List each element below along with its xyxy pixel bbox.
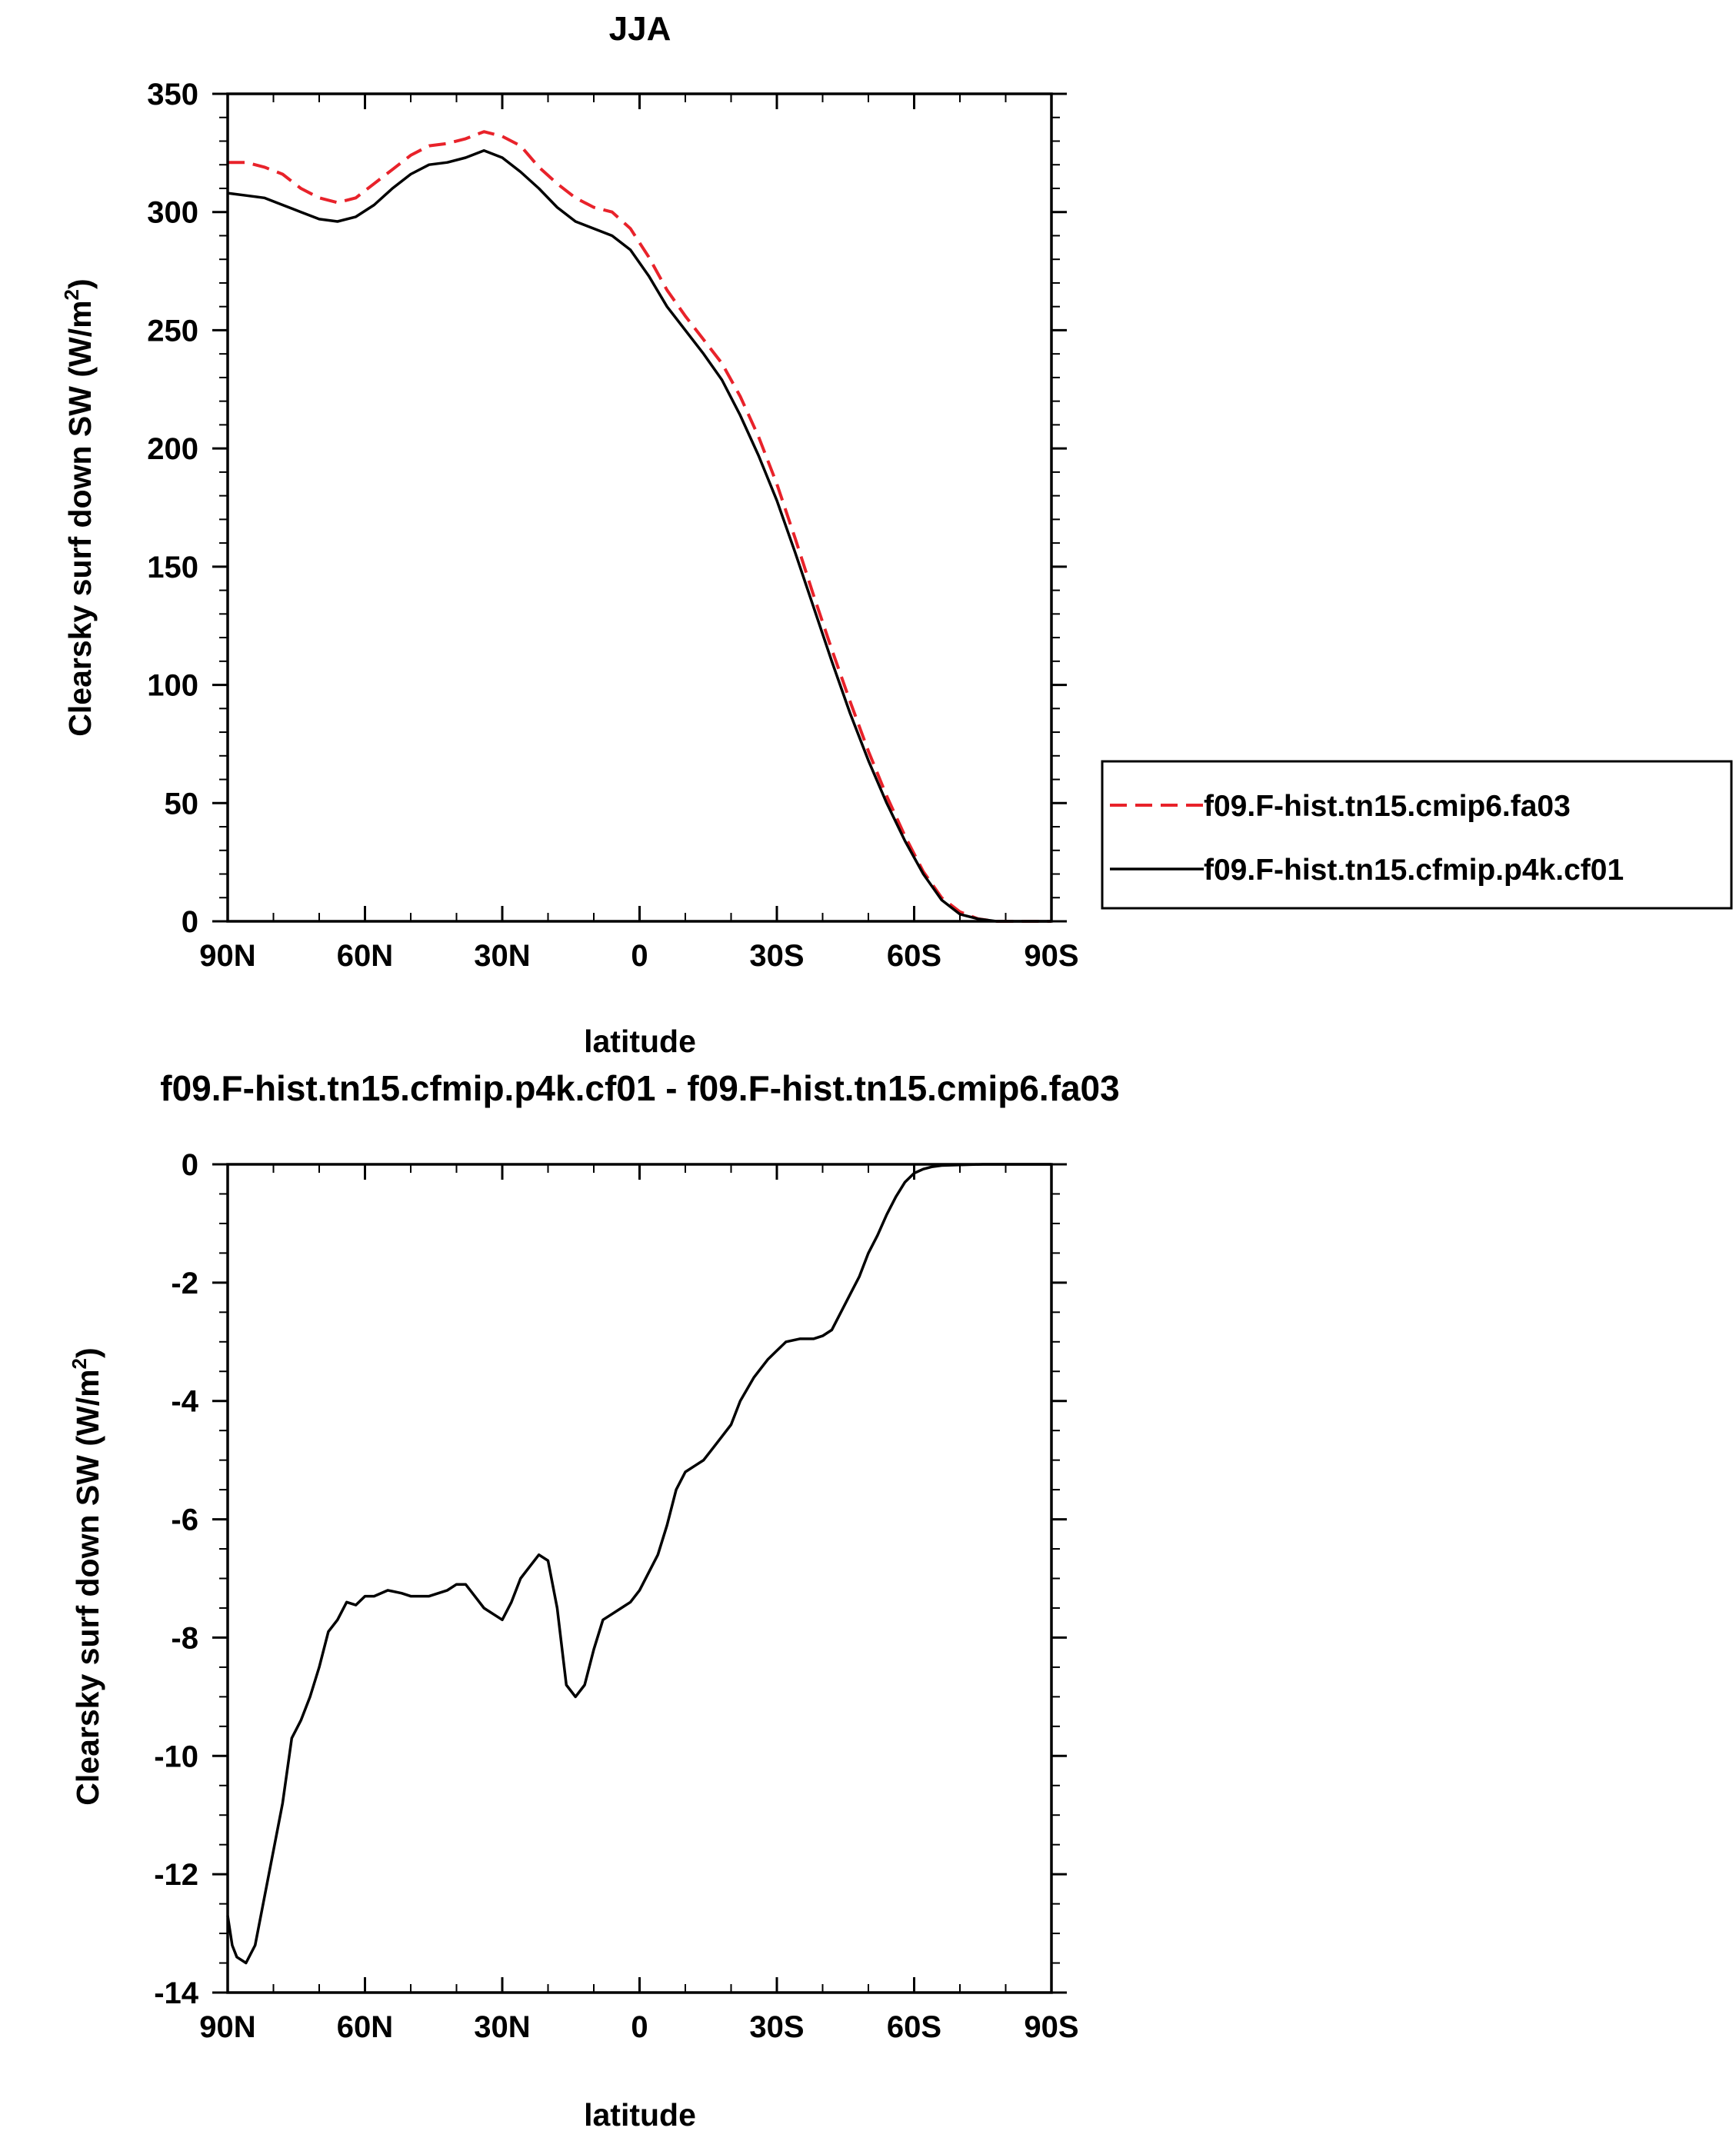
bottom-y-axis-label: Clearsky surf down SW (W/m2) <box>68 1347 105 1805</box>
bottom-xtick-label: 60S <box>887 2010 941 2044</box>
bottom-x-axis-label: latitude <box>584 2097 696 2131</box>
top-xtick-label: 60S <box>887 939 941 973</box>
bottom-xtick-label: 30N <box>474 2010 530 2044</box>
top-x-axis-label: latitude <box>584 1024 696 1059</box>
bottom-ytick-label: -4 <box>171 1385 198 1419</box>
bottom-series <box>226 1163 1051 1965</box>
bottom-chart-title: f09.F-hist.tn15.cfmip.p4k.cf01 - f09.F-h… <box>160 1068 1119 1108</box>
top-ytick-label: 150 <box>147 551 198 584</box>
bottom-xtick-label: 30S <box>749 2010 804 2044</box>
bottom-panel: f09.F-hist.tn15.cfmip.p4k.cf01 - f09.F-h… <box>68 1068 1120 2131</box>
top-xtick-label: 30S <box>749 939 804 973</box>
top-panel: JJA 90N 60N 30N 0 30S 60S 90S 0 50 100 150 200 250 30… <box>60 10 1079 1059</box>
top-xtick-label: 90N <box>199 939 255 973</box>
top-series-line-cmip6 <box>228 130 1051 923</box>
bottom-xtick-label: 90N <box>199 2010 255 2044</box>
bottom-ytick-label: -8 <box>171 1621 198 1655</box>
top-series-line-cfmip <box>227 149 1051 923</box>
bottom-tick-labels: 90N 60N 30N 0 30S 60S 90S 0 -2 -4 -6 -8 -10 -12 -14 <box>154 1148 1078 2044</box>
top-ytick-label: 300 <box>147 196 198 230</box>
bottom-ytick-label: -12 <box>154 1858 198 1892</box>
top-xtick-label: 30N <box>474 939 530 973</box>
bottom-series-line-difference <box>226 1163 1051 1965</box>
top-xtick-label: 60N <box>337 939 393 973</box>
bottom-y-axis-label-end: ) <box>70 1347 105 1358</box>
bottom-ytick-label: -10 <box>154 1740 198 1773</box>
top-ticks <box>212 92 1067 923</box>
legend: f09.F-hist.tn15.cmip6.fa03 f09.F-hist.tn… <box>1101 760 1733 910</box>
bottom-xtick-label: 60N <box>337 2010 393 2044</box>
bottom-ytick-label: 0 <box>182 1148 198 1182</box>
bottom-ytick-label: -2 <box>171 1267 198 1300</box>
legend-label-cmip6: f09.F-hist.tn15.cmip6.fa03 <box>1204 790 1571 823</box>
bottom-ytick-label: -14 <box>154 1976 199 2010</box>
bottom-ticks <box>212 1163 1067 1994</box>
bottom-xtick-label: 90S <box>1024 2010 1078 2044</box>
top-tick-labels: 90N 60N 30N 0 30S 60S 90S 0 50 100 150 200 250 300 350 <box>147 78 1078 973</box>
bottom-y-axis-label-main: Clearsky surf down SW (W/m <box>70 1369 105 1805</box>
top-series <box>227 130 1051 923</box>
top-ytick-label: 100 <box>147 669 198 703</box>
top-y-axis-label-main: Clearsky surf down SW (W/m <box>62 300 98 736</box>
top-plot-frame <box>226 92 1053 923</box>
top-y-axis-label-end: ) <box>62 278 98 289</box>
legend-box <box>1101 760 1733 910</box>
legend-label-cfmip: f09.F-hist.tn15.cfmip.p4k.cf01 <box>1204 854 1624 887</box>
top-y-axis-label-sup: 2 <box>60 289 83 300</box>
top-ytick-label: 250 <box>147 314 198 348</box>
top-ytick-label: 350 <box>147 78 198 112</box>
top-xtick-label: 90S <box>1024 939 1078 973</box>
bottom-plot-frame <box>226 1163 1053 1994</box>
top-ytick-label: 200 <box>147 432 198 466</box>
top-ytick-label: 50 <box>165 787 199 821</box>
bottom-xtick-label: 0 <box>631 2010 648 2044</box>
bottom-ytick-label: -6 <box>171 1503 198 1537</box>
bottom-y-axis-label-sup: 2 <box>68 1358 91 1369</box>
top-chart-title: JJA <box>609 10 671 48</box>
top-xtick-label: 0 <box>631 939 648 973</box>
top-ytick-label: 0 <box>182 905 198 939</box>
top-y-axis-label: Clearsky surf down SW (W/m2) <box>60 278 98 736</box>
